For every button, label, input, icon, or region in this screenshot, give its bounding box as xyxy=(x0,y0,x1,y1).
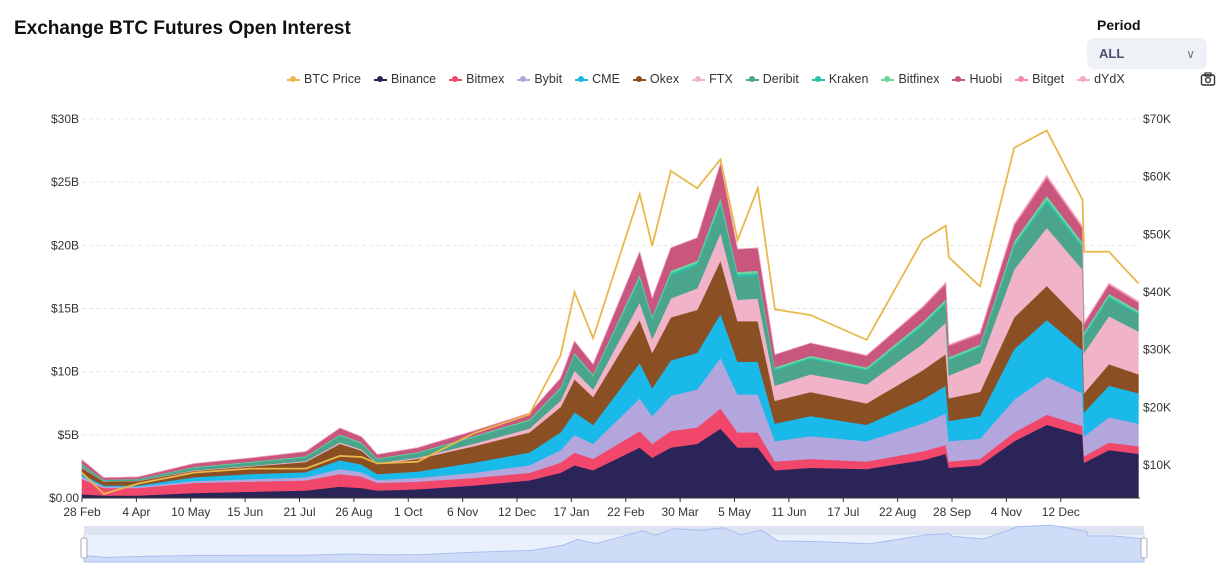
slider-handle[interactable] xyxy=(80,537,88,559)
legend-item-ftx[interactable]: FTX xyxy=(692,72,733,86)
legend-marker xyxy=(575,75,589,84)
x-tick-label: 26 Aug xyxy=(335,505,372,519)
legend-item-deribit[interactable]: Deribit xyxy=(745,72,799,86)
btc-price-line xyxy=(81,129,1140,496)
period-value: ALL xyxy=(1099,46,1125,61)
x-tick-label: 21 Jul xyxy=(283,505,315,519)
x-tick-label: 12 Dec xyxy=(1042,505,1080,519)
legend-marker xyxy=(517,75,531,84)
legend-marker xyxy=(1015,75,1029,84)
chevron-down-icon: ∨ xyxy=(1186,46,1195,61)
chart-legend: BTC Price Binance Bitmex Bybit CME Okex FTX Der… xyxy=(287,72,1125,86)
legend-item-dydx[interactable]: dYdX xyxy=(1077,72,1125,86)
legend-item-btc-price[interactable]: BTC Price xyxy=(287,72,361,86)
y-left-tick-label: $25B xyxy=(51,175,79,189)
y-right-tick-label: $20K xyxy=(1143,400,1171,414)
x-tick-label: 15 Jun xyxy=(227,505,263,519)
legend-label: Binance xyxy=(390,72,437,86)
legend-label: Okex xyxy=(649,72,680,86)
legend-marker xyxy=(449,75,463,84)
legend-label: Bitmex xyxy=(466,72,505,86)
y-right-tick-label: $40K xyxy=(1143,285,1171,299)
legend-item-bitget[interactable]: Bitget xyxy=(1015,72,1064,86)
legend-label: Bitget xyxy=(1032,72,1065,86)
x-tick-label: 11 Jun xyxy=(771,505,806,519)
slider-bar[interactable] xyxy=(84,526,1144,534)
legend-marker xyxy=(632,75,646,84)
legend-label: FTX xyxy=(709,72,733,86)
legend-label: Deribit xyxy=(762,72,799,86)
legend-item-okex[interactable]: Okex xyxy=(632,72,680,86)
legend-marker xyxy=(881,75,895,84)
page-title: Exchange BTC Futures Open Interest xyxy=(14,18,351,39)
x-tick-label: 10 May xyxy=(171,505,210,519)
legend-item-bitfinex[interactable]: Bitfinex xyxy=(881,72,939,86)
legend-label: Bitfinex xyxy=(898,72,940,86)
x-tick-label: 28 Sep xyxy=(933,505,971,519)
period-label: Period xyxy=(1097,17,1141,33)
x-tick-label: 4 Apr xyxy=(122,505,150,519)
legend-marker xyxy=(692,75,706,84)
legend-item-bybit[interactable]: Bybit xyxy=(517,72,562,86)
legend-label: dYdX xyxy=(1094,72,1125,86)
x-tick-label: 28 Feb xyxy=(63,505,101,519)
y-right-tick-label: $10K xyxy=(1143,458,1171,472)
x-tick-label: 22 Feb xyxy=(607,505,645,519)
legend-item-bitmex[interactable]: Bitmex xyxy=(449,72,504,86)
legend-marker xyxy=(952,75,966,84)
area-dydx xyxy=(81,163,1139,479)
x-tick-label: 1 Oct xyxy=(394,505,423,519)
legend-item-huobi[interactable]: Huobi xyxy=(952,72,1002,86)
y-left-tick-label: $30B xyxy=(51,112,79,126)
x-tick-label: 6 Nov xyxy=(447,505,478,519)
legend-marker xyxy=(1077,75,1091,84)
legend-item-kraken[interactable]: Kraken xyxy=(811,72,869,86)
period-dropdown[interactable]: ALL ∨ xyxy=(1087,38,1207,69)
zoom-slider[interactable] xyxy=(80,524,1148,563)
legend-marker xyxy=(287,75,300,84)
legend-label: CME xyxy=(592,72,620,86)
y-left-tick-label: $20B xyxy=(51,238,79,252)
x-tick-label: 22 Aug xyxy=(879,505,916,519)
x-tick-label: 5 May xyxy=(718,505,751,519)
legend-item-cme[interactable]: CME xyxy=(575,72,620,86)
y-right-tick-label: $30K xyxy=(1143,343,1171,357)
y-right-tick-label: $60K xyxy=(1143,170,1171,184)
slider-preview xyxy=(83,524,1145,563)
x-tick-label: 30 Mar xyxy=(661,505,698,519)
x-tick-label: 12 Dec xyxy=(498,505,536,519)
y-left-tick-label: $10B xyxy=(51,365,79,379)
x-tick-label: 17 Jan xyxy=(553,505,589,519)
legend-label: BTC Price xyxy=(304,72,361,86)
x-tick-label: 4 Nov xyxy=(991,505,1022,519)
y-left-tick-label: $15B xyxy=(51,302,79,316)
y-left-tick-label: $0.00 xyxy=(49,491,79,505)
legend-item-binance[interactable]: Binance xyxy=(373,72,437,86)
y-right-tick-label: $50K xyxy=(1143,227,1171,241)
legend-label: Bybit xyxy=(534,72,563,86)
y-left-tick-label: $5B xyxy=(58,428,79,442)
legend-marker xyxy=(373,75,387,84)
legend-label: Kraken xyxy=(828,72,869,86)
camera-icon[interactable] xyxy=(1200,71,1216,87)
legend-marker xyxy=(811,75,825,84)
slider-handle[interactable] xyxy=(1140,537,1148,559)
legend-marker xyxy=(745,75,759,84)
y-right-tick-label: $70K xyxy=(1143,112,1171,126)
legend-label: Huobi xyxy=(969,72,1003,86)
x-tick-label: 17 Jul xyxy=(827,505,859,519)
